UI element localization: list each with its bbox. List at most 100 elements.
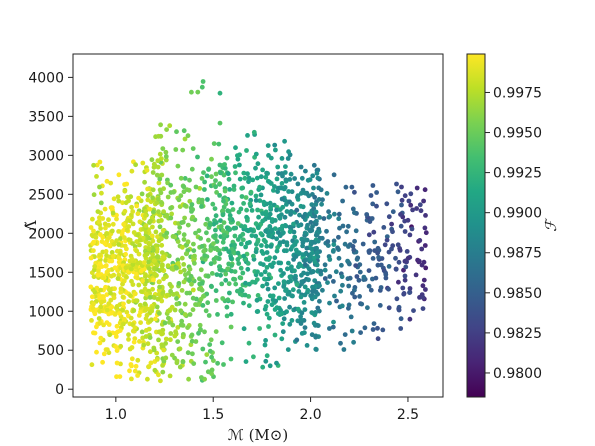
x-tick-label: 1.0 <box>105 407 127 423</box>
scatter-point <box>318 268 324 274</box>
scatter-point <box>311 255 317 261</box>
scatter-point <box>118 343 124 349</box>
scatter-point <box>96 219 102 224</box>
scatter-point <box>253 233 259 239</box>
scatter-point <box>272 332 278 338</box>
scatter-point <box>187 278 192 284</box>
scatter-point <box>289 318 295 323</box>
scatter-point <box>124 274 129 280</box>
colorbar-tick-label: 0.9825 <box>493 326 542 342</box>
scatter-point <box>160 262 165 268</box>
scatter-point <box>276 260 282 266</box>
scatter-point <box>164 230 170 236</box>
scatter-point <box>331 238 337 244</box>
y-tick-label: 500 <box>37 343 64 359</box>
scatter-point <box>114 238 119 244</box>
scatter-point <box>147 349 153 355</box>
scatter-point <box>410 207 415 213</box>
scatter-point <box>131 339 137 345</box>
scatter-point <box>173 147 179 152</box>
scatter-point <box>280 321 286 326</box>
y-tick-label: 0 <box>55 382 64 398</box>
scatter-point <box>279 226 285 232</box>
scatter-point <box>181 237 187 242</box>
scatter-point <box>143 208 149 214</box>
scatter-point <box>267 255 272 260</box>
scatter-point <box>285 347 291 352</box>
scatter-point <box>174 291 180 296</box>
scatter-point <box>224 304 230 310</box>
scatter-point <box>168 331 174 336</box>
scatter-point <box>306 266 312 272</box>
scatter-point <box>181 128 187 134</box>
scatter-point <box>165 263 171 268</box>
scatter-point <box>250 177 256 183</box>
scatter-point <box>116 272 122 278</box>
scatter-point <box>403 264 409 270</box>
scatter-point <box>171 189 176 195</box>
scatter-point <box>103 263 109 268</box>
scatter-point <box>159 200 164 205</box>
scatter-point <box>258 174 264 180</box>
scatter-point <box>139 191 145 197</box>
scatter-point <box>114 216 119 222</box>
scatter-point <box>163 157 169 163</box>
scatter-point <box>116 229 121 234</box>
scatter-point <box>132 291 138 297</box>
scatter-point <box>100 216 106 221</box>
scatter-point <box>134 248 140 254</box>
scatter-point <box>97 252 102 258</box>
scatter-point <box>272 184 277 189</box>
scatter-point <box>338 340 343 346</box>
scatter-point <box>193 339 199 344</box>
scatter-point <box>168 215 174 221</box>
scatter-point <box>399 202 404 208</box>
scatter-point <box>182 203 188 208</box>
scatter-point <box>129 376 134 382</box>
scatter-point <box>213 227 218 233</box>
scatter-point <box>321 216 327 221</box>
scatter-point <box>98 304 104 310</box>
scatter-point <box>174 301 180 307</box>
scatter-point <box>137 339 142 344</box>
scatter-point <box>302 325 308 330</box>
scatter-point <box>97 184 102 190</box>
scatter-point <box>288 171 294 177</box>
scatter-point <box>289 293 294 298</box>
scatter-point <box>214 272 220 277</box>
scatter-point <box>305 287 311 293</box>
scatter-point <box>91 228 96 234</box>
scatter-point <box>245 171 250 177</box>
scatter-point <box>199 176 205 181</box>
scatter-point <box>163 355 169 361</box>
scatter-point <box>370 183 376 188</box>
scatter-point <box>192 253 197 259</box>
scatter-point <box>241 253 247 259</box>
scatter-point <box>103 284 108 290</box>
scatter-point <box>134 203 140 209</box>
scatter-point <box>221 236 227 241</box>
scatter-point <box>217 181 223 187</box>
scatter-point <box>258 192 264 198</box>
scatter-point <box>386 264 392 269</box>
scatter-point <box>176 197 182 203</box>
scatter-point <box>396 259 402 265</box>
scatter-point <box>150 195 156 201</box>
scatter-point <box>138 268 144 274</box>
scatter-point <box>375 325 380 331</box>
scatter-point <box>283 223 289 229</box>
scatter-point <box>241 170 247 176</box>
scatter-point <box>219 281 225 287</box>
scatter-point <box>166 315 171 321</box>
scatter-point <box>319 201 324 207</box>
scatter-point <box>274 176 280 182</box>
scatter-point <box>253 165 258 171</box>
scatter-point <box>335 245 340 251</box>
scatter-point <box>303 168 308 174</box>
scatter-point <box>258 231 264 237</box>
scatter-point <box>218 170 224 176</box>
scatter-point <box>112 286 117 292</box>
scatter-point <box>180 334 186 340</box>
scatter-point <box>240 231 246 237</box>
scatter-point <box>152 271 158 277</box>
